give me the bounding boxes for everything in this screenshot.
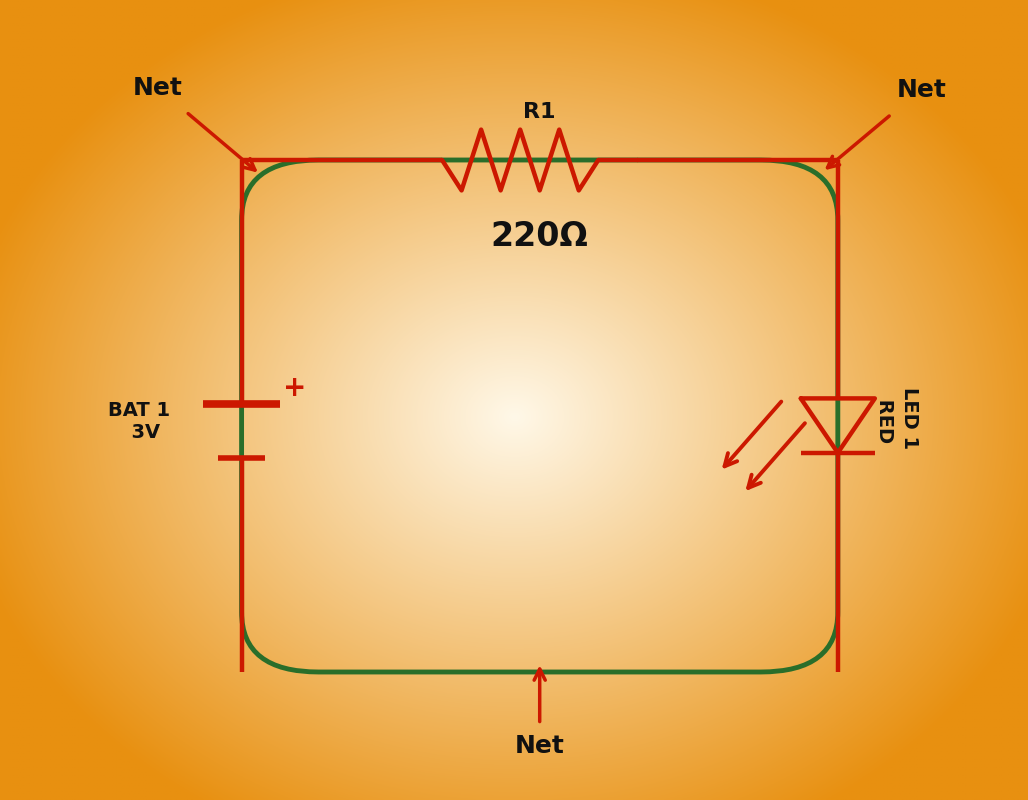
Text: +: +	[284, 374, 306, 402]
Text: R1: R1	[523, 102, 556, 122]
Text: BAT 1
  3V: BAT 1 3V	[108, 401, 170, 442]
Text: 220Ω: 220Ω	[490, 220, 589, 253]
Text: Net: Net	[515, 734, 564, 758]
Text: Net: Net	[897, 78, 947, 102]
Text: Net: Net	[133, 76, 182, 100]
Text: LED 1
 RED: LED 1 RED	[876, 386, 919, 449]
